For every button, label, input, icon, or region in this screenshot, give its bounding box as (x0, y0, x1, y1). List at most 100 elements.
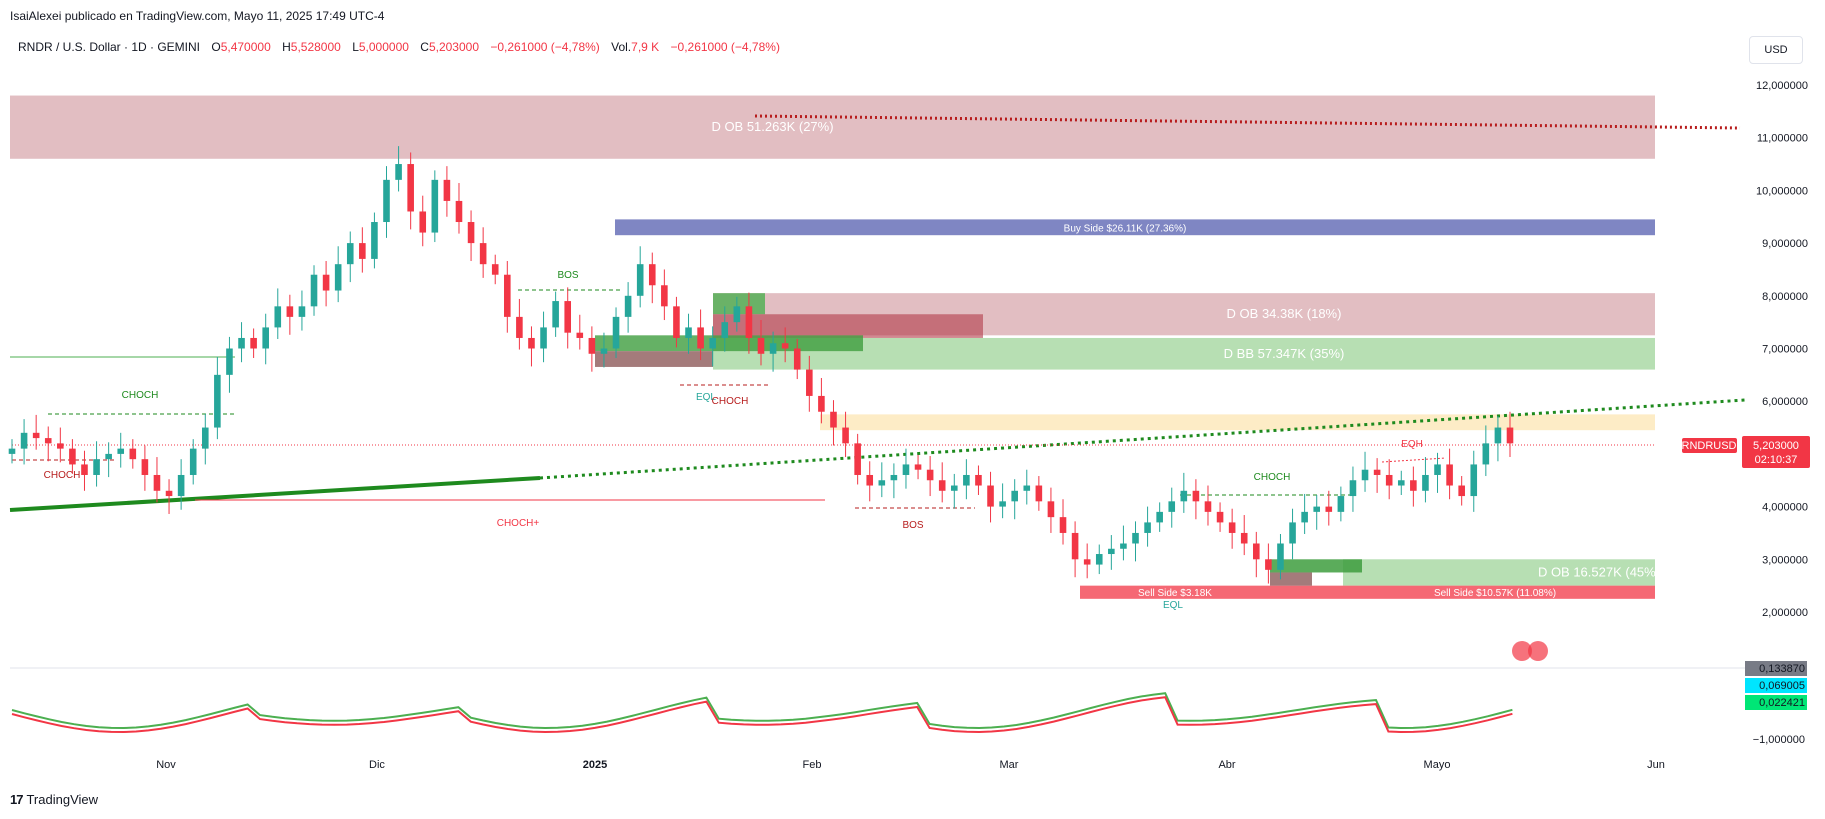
candle-body (298, 306, 306, 317)
axis-layer: 12,000000 11,000000 10,000000 9,000000 8,000… (10, 80, 1810, 771)
candle-body (479, 243, 487, 265)
candle-body (346, 243, 354, 265)
candle (1204, 485, 1212, 526)
candle (117, 432, 125, 468)
zone-box (615, 219, 1655, 236)
candle (1349, 466, 1357, 512)
candle (129, 439, 137, 469)
candle (250, 328, 257, 358)
candle-body (504, 274, 511, 317)
candle-body (745, 306, 753, 338)
candle (69, 439, 76, 474)
symbol-title[interactable]: RNDR / U.S. Dollar · 1D · GEMINI (18, 40, 201, 54)
candle-body (1168, 501, 1176, 512)
candle (44, 426, 52, 462)
candle (1361, 451, 1369, 492)
candle (1385, 459, 1393, 500)
candle-body (552, 301, 559, 328)
price-tick: 9,000000 (1762, 238, 1808, 250)
candle (226, 336, 233, 393)
price-tick: 10,000000 (1756, 185, 1808, 197)
candle (1422, 457, 1429, 503)
candle-body (129, 448, 137, 460)
candle (238, 322, 245, 363)
candle-body (697, 327, 704, 349)
candle (371, 212, 378, 269)
candle-body (214, 374, 221, 428)
candle (987, 471, 994, 523)
candle-body (769, 343, 777, 354)
candle (1071, 521, 1079, 578)
ob-block (1270, 559, 1362, 573)
candle (1192, 479, 1200, 520)
candle (1289, 508, 1296, 560)
candle (1156, 502, 1163, 532)
candle-body (177, 474, 185, 497)
candle (479, 227, 487, 278)
candle-body (1180, 490, 1188, 502)
tradingview-brand[interactable]: 17 TradingView (10, 792, 98, 807)
candle-body (1361, 469, 1369, 481)
candle-body (1289, 522, 1296, 544)
candle-body (1337, 496, 1345, 512)
time-tick: 2025 (583, 759, 607, 771)
currency-button[interactable]: USD (1749, 36, 1803, 64)
candle (153, 457, 161, 503)
candle (141, 445, 149, 491)
symbol-tag-text: RNDRUSD (1682, 440, 1737, 452)
candle (57, 427, 64, 463)
candle (1035, 476, 1043, 511)
candle-body (431, 179, 439, 233)
candle (1132, 521, 1139, 562)
candle (926, 456, 934, 497)
attribution-text: IsaiAlexei publicado en TradingView.com,… (10, 9, 385, 23)
zone-box (10, 95, 1655, 159)
candle (1023, 469, 1031, 505)
candle-body (902, 464, 910, 475)
candle (455, 183, 463, 234)
candle (1506, 411, 1514, 458)
candle (201, 413, 209, 465)
liquidity-line (754, 114, 1741, 130)
structure-label: EQL (696, 392, 716, 403)
candle (395, 146, 402, 192)
candle-body (455, 200, 463, 223)
candle (1301, 493, 1308, 535)
candle-body (793, 348, 801, 370)
candle (93, 441, 100, 487)
candle (1313, 495, 1321, 530)
candle (975, 465, 982, 496)
candle (1240, 515, 1248, 556)
candle (1373, 458, 1381, 493)
volume-change: −0,261000 (−4,78%) (670, 40, 780, 54)
candle-body (274, 306, 282, 328)
brand-name: TradingView (26, 792, 99, 807)
candle (1458, 476, 1465, 506)
candle-body (926, 469, 934, 481)
close-label: C (420, 40, 429, 54)
candle-body (648, 264, 656, 286)
candle (1059, 499, 1067, 545)
oscillator-tick: 0,133870 (1759, 663, 1805, 675)
candle-body (1204, 501, 1212, 512)
candle-body (201, 427, 209, 449)
candle-body (1397, 480, 1405, 486)
candle (745, 292, 753, 354)
candle-body (93, 459, 100, 475)
candle-body (1059, 517, 1067, 533)
candle-body (1265, 559, 1272, 570)
trendline (9, 476, 541, 512)
price-tick: 8,000000 (1762, 291, 1808, 303)
candle (177, 459, 185, 510)
candle (1482, 425, 1490, 477)
candle-body (673, 306, 680, 338)
ob-block (1270, 572, 1312, 586)
candle (636, 246, 644, 308)
candle (1108, 535, 1115, 570)
candle (624, 282, 632, 333)
candle (733, 296, 741, 332)
candle (721, 306, 729, 352)
structure-label: CHOCH (1254, 472, 1291, 483)
high-label: H (282, 40, 291, 54)
